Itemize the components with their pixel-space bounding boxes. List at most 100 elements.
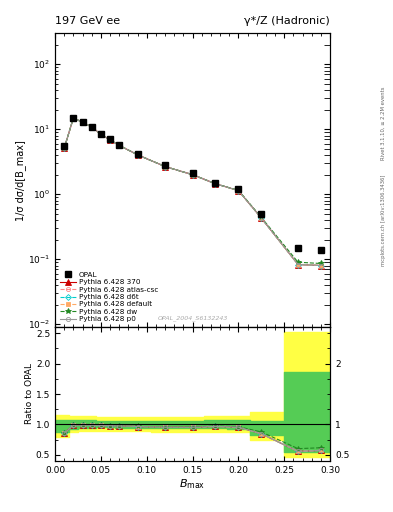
Line: Pythia 6.428 default: Pythia 6.428 default <box>62 116 323 268</box>
Pythia 6.428 dw <box>80 119 85 125</box>
Pythia 6.428 d6t <box>296 262 300 268</box>
Pythia 6.428 dw <box>259 215 264 221</box>
Pythia 6.428 p0 <box>236 187 241 194</box>
Pythia 6.428 d6t <box>62 145 66 152</box>
Pythia 6.428 atlas-csc <box>259 215 264 221</box>
Pythia 6.428 default <box>80 119 85 125</box>
Pythia 6.428 dw <box>236 187 241 194</box>
Pythia 6.428 p0 <box>71 115 76 121</box>
OPAL <box>135 151 140 157</box>
Pythia 6.428 370 <box>135 152 140 158</box>
Pythia 6.428 370 <box>108 137 112 143</box>
Pythia 6.428 370 <box>62 145 66 152</box>
Pythia 6.428 dw <box>135 152 140 158</box>
Pythia 6.428 370 <box>190 172 195 178</box>
Pythia 6.428 d6t <box>89 124 94 130</box>
OPAL <box>62 143 66 149</box>
OPAL <box>213 180 218 186</box>
Pythia 6.428 p0 <box>89 124 94 130</box>
Line: Pythia 6.428 370: Pythia 6.428 370 <box>61 115 324 268</box>
Pythia 6.428 p0 <box>190 172 195 178</box>
Legend: OPAL, Pythia 6.428 370, Pythia 6.428 atlas-csc, Pythia 6.428 d6t, Pythia 6.428 d: OPAL, Pythia 6.428 370, Pythia 6.428 atl… <box>59 270 160 324</box>
Pythia 6.428 dw <box>99 131 103 137</box>
Pythia 6.428 dw <box>296 259 300 265</box>
Pythia 6.428 d6t <box>117 142 121 148</box>
Text: OPAL_2004_S6132243: OPAL_2004_S6132243 <box>157 315 228 322</box>
OPAL <box>117 142 121 148</box>
OPAL <box>236 186 241 192</box>
Text: γ*/Z (Hadronic): γ*/Z (Hadronic) <box>244 16 330 26</box>
Text: 197 GeV ee: 197 GeV ee <box>55 16 120 26</box>
Pythia 6.428 p0 <box>80 119 85 125</box>
OPAL <box>163 162 167 168</box>
Pythia 6.428 p0 <box>163 163 167 169</box>
Pythia 6.428 default <box>213 181 218 187</box>
Line: Pythia 6.428 atlas-csc: Pythia 6.428 atlas-csc <box>62 116 323 268</box>
Pythia 6.428 default <box>99 131 103 137</box>
Pythia 6.428 atlas-csc <box>163 163 167 169</box>
Pythia 6.428 atlas-csc <box>89 124 94 130</box>
Pythia 6.428 d6t <box>80 119 85 125</box>
Pythia 6.428 default <box>190 172 195 178</box>
Pythia 6.428 default <box>236 187 241 194</box>
Pythia 6.428 atlas-csc <box>236 187 241 194</box>
Pythia 6.428 default <box>319 263 323 269</box>
Pythia 6.428 d6t <box>163 163 167 169</box>
Pythia 6.428 d6t <box>319 263 323 269</box>
Pythia 6.428 atlas-csc <box>190 172 195 178</box>
Pythia 6.428 d6t <box>135 152 140 158</box>
Pythia 6.428 atlas-csc <box>213 181 218 187</box>
Pythia 6.428 d6t <box>108 137 112 143</box>
Pythia 6.428 dw <box>190 172 195 178</box>
Pythia 6.428 370 <box>319 263 323 269</box>
Pythia 6.428 d6t <box>213 181 218 187</box>
Pythia 6.428 p0 <box>296 262 300 268</box>
Pythia 6.428 d6t <box>236 187 241 194</box>
Text: mcplots.cern.ch [arXiv:1306.3436]: mcplots.cern.ch [arXiv:1306.3436] <box>381 175 386 266</box>
Pythia 6.428 p0 <box>117 142 121 148</box>
OPAL <box>99 131 103 137</box>
Pythia 6.428 atlas-csc <box>62 145 66 152</box>
Pythia 6.428 atlas-csc <box>80 119 85 125</box>
Pythia 6.428 dw <box>108 137 112 143</box>
Pythia 6.428 p0 <box>108 137 112 143</box>
Line: Pythia 6.428 dw: Pythia 6.428 dw <box>61 115 324 266</box>
OPAL <box>296 245 300 251</box>
Pythia 6.428 dw <box>163 163 167 169</box>
OPAL <box>80 119 85 125</box>
Pythia 6.428 d6t <box>71 115 76 121</box>
Pythia 6.428 370 <box>213 181 218 187</box>
Pythia 6.428 370 <box>117 142 121 148</box>
Pythia 6.428 atlas-csc <box>108 137 112 143</box>
Pythia 6.428 370 <box>80 119 85 125</box>
Pythia 6.428 p0 <box>99 131 103 137</box>
Pythia 6.428 default <box>117 142 121 148</box>
Pythia 6.428 370 <box>71 115 76 121</box>
Pythia 6.428 370 <box>296 262 300 268</box>
Pythia 6.428 default <box>62 145 66 152</box>
Pythia 6.428 370 <box>236 187 241 194</box>
OPAL <box>259 211 264 217</box>
Pythia 6.428 atlas-csc <box>296 262 300 268</box>
Pythia 6.428 atlas-csc <box>319 263 323 269</box>
OPAL <box>190 170 195 177</box>
X-axis label: $B_{\mathrm{max}}$: $B_{\mathrm{max}}$ <box>180 477 206 491</box>
OPAL <box>319 247 323 253</box>
Pythia 6.428 default <box>71 115 76 121</box>
Pythia 6.428 p0 <box>62 145 66 152</box>
Text: Rivet 3.1.10, ≥ 2.2M events: Rivet 3.1.10, ≥ 2.2M events <box>381 86 386 160</box>
Pythia 6.428 atlas-csc <box>117 142 121 148</box>
Pythia 6.428 p0 <box>319 263 323 269</box>
Pythia 6.428 p0 <box>135 152 140 158</box>
Line: OPAL: OPAL <box>61 115 324 253</box>
Line: Pythia 6.428 d6t: Pythia 6.428 d6t <box>62 116 323 268</box>
Pythia 6.428 p0 <box>213 181 218 187</box>
Pythia 6.428 dw <box>71 115 76 121</box>
Pythia 6.428 default <box>135 152 140 158</box>
Pythia 6.428 370 <box>89 124 94 130</box>
Pythia 6.428 dw <box>319 261 323 267</box>
Pythia 6.428 dw <box>89 124 94 130</box>
Pythia 6.428 dw <box>62 145 66 152</box>
Line: Pythia 6.428 p0: Pythia 6.428 p0 <box>62 116 323 268</box>
Pythia 6.428 default <box>163 163 167 169</box>
